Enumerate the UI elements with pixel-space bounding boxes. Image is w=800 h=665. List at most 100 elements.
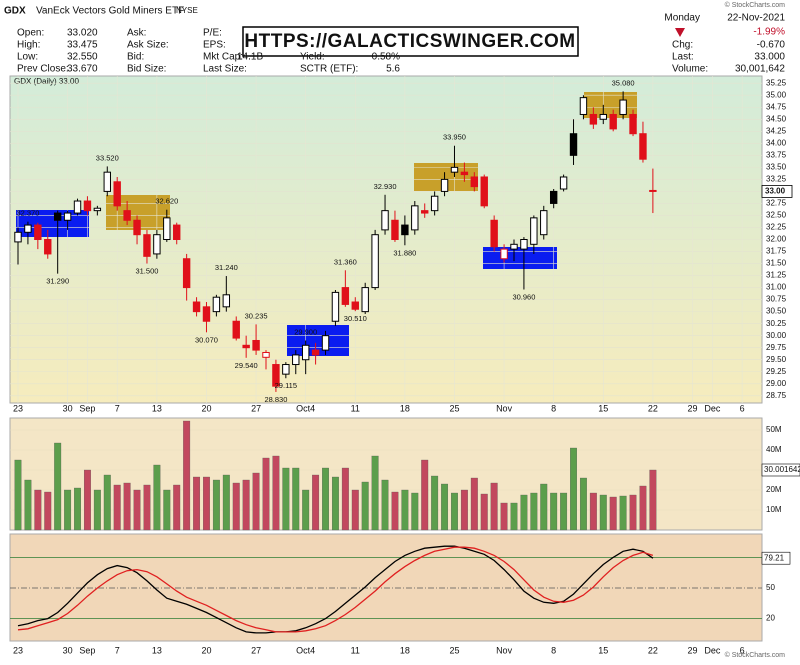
price-annotation: 29.115 (275, 381, 297, 390)
candle-body (649, 189, 657, 192)
candle-body (272, 364, 280, 387)
field-value: 30,001,642 (735, 64, 785, 75)
candle-body (63, 212, 72, 221)
volume-bar (550, 492, 558, 531)
copyright: © StockCharts.com (725, 1, 786, 9)
volume-bar (639, 485, 647, 531)
candle-body (619, 99, 627, 115)
last-volume-box (761, 463, 800, 477)
volume-bar (570, 447, 577, 531)
field-value: 0.58% (372, 52, 400, 63)
candle-body (391, 219, 399, 241)
price-annotation: 35.080 (612, 78, 635, 87)
candle-body (321, 335, 330, 351)
candle-body (14, 231, 22, 243)
volume-bar (312, 474, 320, 531)
candle-body (440, 178, 449, 192)
price-annotation: 30.960 (512, 292, 535, 301)
x-tick-label: 15 (598, 645, 608, 655)
volume-bar (629, 494, 637, 531)
candle-body (460, 171, 469, 176)
volume-bar (133, 489, 141, 531)
volume-bar (203, 476, 210, 531)
x-tick-label: 25 (449, 645, 459, 655)
volume-bar (173, 484, 181, 531)
volume-bar (381, 479, 389, 531)
x-tick-label: 29 (688, 645, 698, 655)
field-label: Open: (17, 28, 44, 39)
candle-body (351, 301, 359, 310)
volume-bar (361, 481, 369, 531)
price-annotation: 31.360 (334, 257, 357, 266)
volume-bar (242, 479, 250, 531)
exchange: NYSE (176, 6, 198, 15)
x-tick-label: 7 (115, 645, 120, 655)
volume-bar (322, 467, 329, 531)
candle-body (83, 200, 92, 212)
candle-body (163, 217, 171, 240)
volume-bar (103, 474, 111, 531)
y-tick-label: 34.50 (766, 114, 787, 123)
last-stoch-box (761, 551, 791, 565)
candle-body (470, 176, 479, 188)
field-label: P/E: (203, 28, 222, 39)
x-tick-label: Oct4 (296, 403, 315, 413)
y-tick-label: 32.25 (766, 223, 787, 232)
volume-bar (500, 502, 508, 531)
y-tick-label: 31.25 (766, 271, 787, 280)
volume-bar (510, 502, 518, 531)
volume-bar (83, 469, 91, 531)
candle-body (569, 133, 578, 156)
y-tick-label: 30.75 (766, 295, 787, 304)
volume-bar (351, 489, 359, 531)
volume-bar (441, 483, 449, 531)
field-label: Low: (17, 52, 38, 63)
x-tick-label: 29 (688, 403, 698, 413)
field-value: 14.1B (237, 52, 263, 63)
price-annotation: 32.930 (374, 182, 397, 191)
x-tick-label: 18 (400, 403, 410, 413)
candle-body (371, 234, 379, 289)
volume-bar (54, 442, 62, 531)
candle-body (24, 224, 32, 233)
volume-bar (560, 492, 568, 531)
price-annotation: 33.520 (96, 153, 119, 162)
candle-body (540, 210, 548, 236)
field-label: Ask Size: (127, 40, 169, 51)
volume-bar (64, 489, 72, 531)
candle-body (103, 171, 111, 192)
y-tick-label: 32.00 (766, 235, 787, 244)
volume-bar (490, 482, 498, 531)
y-tick-label: 50M (766, 425, 782, 434)
candle-body (341, 287, 350, 305)
y-tick-label: 40M (766, 445, 782, 454)
highlight-box (584, 92, 637, 118)
field-label: Ask: (127, 28, 146, 39)
y-tick-label: 20M (766, 485, 782, 494)
x-tick-label: 27 (251, 645, 261, 655)
x-tick-label: Nov (496, 645, 513, 655)
candle-body (480, 176, 488, 207)
volume-bar (649, 469, 657, 531)
volume-bar (44, 491, 52, 531)
candle-body (520, 239, 528, 250)
y-tick-label: 31.50 (766, 259, 787, 268)
x-tick-label: 15 (598, 403, 608, 413)
x-tick-label: 20 (201, 403, 211, 413)
y-tick-label: 30.00 (766, 331, 787, 340)
price-annotation: 31.240 (215, 263, 238, 272)
y-tick-label: 34.00 (766, 138, 787, 147)
volume-bar (341, 467, 349, 531)
volume-bar (123, 482, 131, 531)
candle-body (242, 344, 250, 349)
x-tick-label: Dec (704, 403, 721, 413)
stochastic-panel (9, 533, 763, 642)
volume-bar (183, 420, 191, 531)
legend-label: GDX (Daily) 33.00 (14, 77, 79, 86)
y-tick-label: 30.50 (766, 307, 787, 316)
price-annotation: 29.540 (235, 361, 258, 370)
volume-bar (470, 477, 478, 531)
y-tick-label: 30.25 (766, 319, 787, 328)
candle-body (133, 219, 141, 236)
candle-body (490, 219, 498, 248)
